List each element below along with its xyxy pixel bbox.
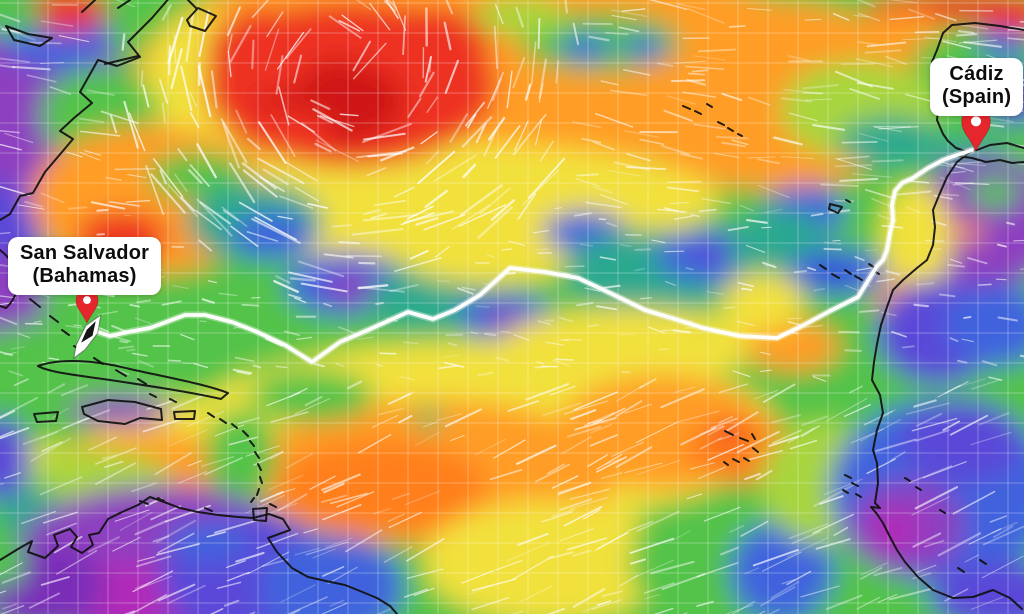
- label-san-salvador: San Salvador (Bahamas): [8, 237, 162, 295]
- label-cadiz: Cádiz (Spain): [930, 58, 1024, 116]
- route-line: [93, 148, 974, 364]
- pin-cadiz[interactable]: [961, 106, 991, 152]
- label-cadiz-line1: Cádiz: [949, 63, 1004, 85]
- label-cadiz-line2: (Spain): [942, 85, 1012, 108]
- label-san-salvador-line2: (Bahamas): [32, 264, 137, 287]
- label-san-salvador-line1: San Salvador: [20, 242, 150, 264]
- boat-icon[interactable]: [68, 311, 107, 362]
